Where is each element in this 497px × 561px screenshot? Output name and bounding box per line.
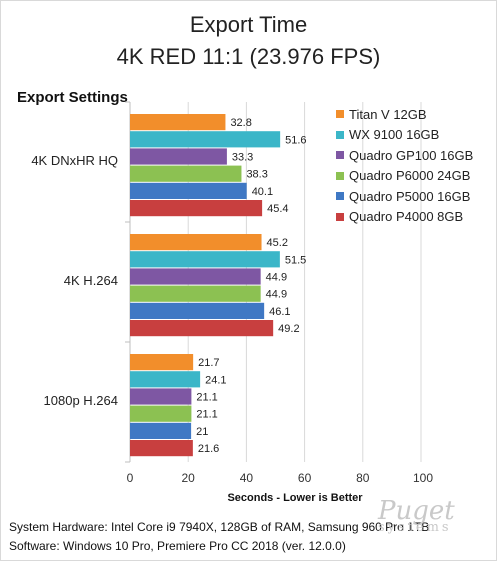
bar-value-label: 46.1 [269, 306, 290, 318]
bar-value-label: 51.5 [285, 254, 306, 266]
bar [130, 320, 274, 337]
legend-item: WX 9100 16GB [336, 125, 473, 146]
legend-label: Quadro P5000 16GB [349, 188, 471, 204]
legend-label: Titan V 12GB [349, 106, 427, 122]
bar-value-label: 21.1 [196, 409, 217, 421]
bar-value-label: 21.1 [196, 392, 217, 404]
footer-hardware: System Hardware: Intel Core i9 7940X, 12… [9, 520, 430, 534]
bar [130, 388, 192, 405]
legend: Titan V 12GB WX 9100 16GB Quadro GP100 16G… [336, 104, 473, 227]
bar [130, 148, 227, 165]
legend-swatch [336, 171, 344, 180]
x-tick-label: 80 [356, 471, 370, 485]
bar [130, 200, 263, 217]
legend-label: Quadro P6000 24GB [349, 168, 471, 184]
x-tick-label: 40 [239, 471, 254, 485]
category-label: 1080p H.264 [43, 393, 118, 408]
bar [130, 354, 194, 371]
bar [130, 268, 261, 285]
x-tick-label: 20 [181, 471, 195, 485]
watermark-bottom: systems [378, 520, 452, 535]
legend-swatch [336, 151, 344, 160]
footer-software: Software: Windows 10 Pro, Premiere Pro C… [9, 539, 346, 553]
puget-systems-watermark-logo: Puget systems [378, 496, 455, 535]
bar [130, 182, 247, 199]
x-tick-label: 0 [126, 471, 134, 485]
bar-value-label: 32.8 [230, 117, 251, 129]
legend-swatch [336, 110, 344, 119]
bar [130, 302, 265, 319]
bar-value-label: 21.7 [198, 357, 219, 369]
bar [130, 422, 192, 439]
legend-item: Quadro P5000 16GB [336, 186, 473, 207]
watermark-top: Puget [378, 496, 455, 526]
category-axis-title: Export Settings [17, 89, 128, 106]
chart-subtitle: 4K RED 11:1 (23.976 FPS) [116, 44, 381, 69]
bar [130, 251, 280, 268]
bar [130, 131, 281, 148]
bar [130, 405, 192, 422]
bar-value-label: 44.9 [266, 272, 287, 284]
bar-value-label: 24.1 [205, 374, 226, 386]
chart-title: Export Time [189, 12, 308, 37]
legend-swatch [336, 192, 344, 201]
legend-swatch [336, 212, 344, 221]
bar-value-label: 40.1 [252, 186, 273, 198]
bar-value-label: 49.2 [278, 323, 299, 335]
category-label: 4K H.264 [63, 273, 118, 288]
bar-value-label: 51.6 [285, 134, 306, 146]
bar-value-label: 38.3 [246, 169, 267, 181]
legend-item: Titan V 12GB [336, 104, 473, 125]
bar-value-label: 44.9 [266, 289, 287, 301]
bar [130, 114, 226, 131]
bar-value-label: 45.2 [267, 237, 288, 249]
bar [130, 165, 242, 182]
bar-value-label: 21.6 [198, 443, 219, 455]
x-axis-title: Seconds - Lower is Better [227, 492, 363, 504]
legend-swatch [336, 130, 344, 139]
legend-item: Quadro GP100 16GB [336, 145, 473, 166]
bar [130, 371, 201, 388]
bar-value-label: 45.4 [267, 203, 288, 215]
category-label: 4K DNxHR HQ [31, 153, 118, 168]
bar [130, 440, 193, 457]
legend-label: Quadro GP100 16GB [349, 147, 474, 163]
x-tick-label: 60 [297, 471, 312, 485]
bar [130, 285, 261, 302]
legend-label: Quadro P4000 8GB [349, 209, 464, 225]
bar-value-label: 33.3 [232, 152, 253, 164]
legend-item: Quadro P4000 8GB [336, 207, 473, 228]
bar [130, 234, 262, 251]
legend-item: Quadro P6000 24GB [336, 166, 473, 187]
bar-value-label: 21 [196, 426, 208, 438]
x-tick-label: 100 [413, 471, 434, 485]
legend-label: WX 9100 16GB [349, 127, 440, 143]
